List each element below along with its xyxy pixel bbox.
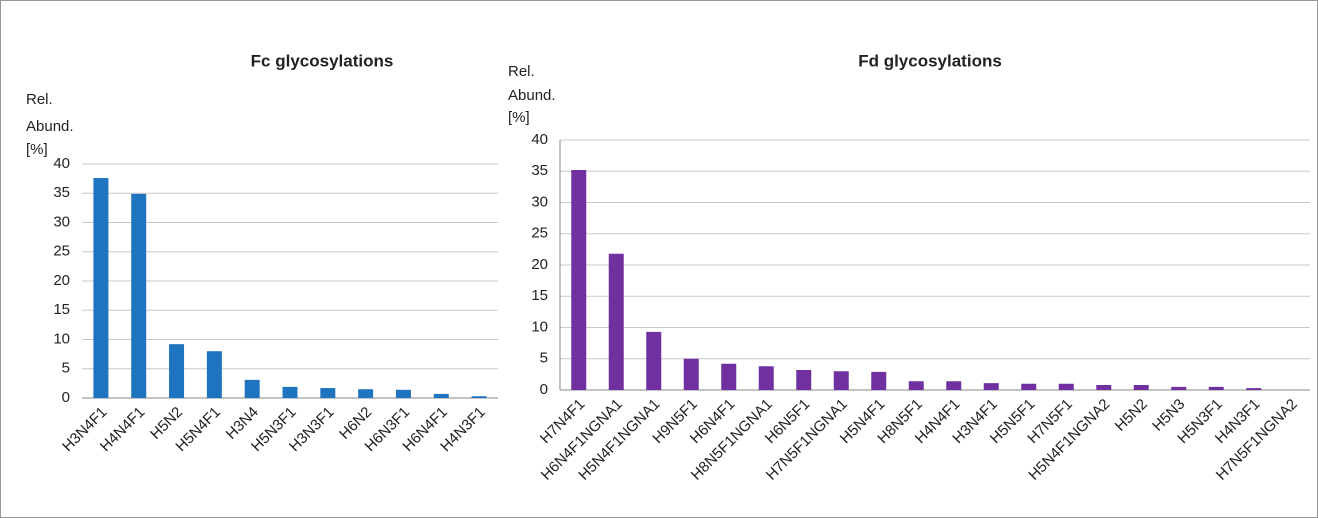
bar — [131, 194, 146, 398]
bar — [1134, 385, 1149, 390]
bar — [609, 254, 624, 390]
bar — [984, 383, 999, 390]
y-axis-label: Rel. — [508, 63, 535, 80]
bar — [684, 359, 699, 390]
y-tick-label: 20 — [531, 256, 548, 273]
y-tick-label: 20 — [53, 272, 70, 289]
chart-title: Fc glycosylations — [251, 51, 394, 70]
y-tick-label: 0 — [540, 381, 548, 398]
y-tick-label: 10 — [531, 318, 548, 335]
bar — [834, 371, 849, 390]
bar — [909, 381, 924, 390]
y-tick-label: 0 — [62, 389, 70, 406]
bar — [1246, 388, 1261, 390]
bar — [1171, 387, 1186, 390]
bar — [1209, 387, 1224, 390]
bar — [721, 364, 736, 390]
bar — [93, 178, 108, 398]
y-axis-label: [%] — [508, 109, 530, 126]
bar — [759, 366, 774, 390]
y-tick-label: 5 — [62, 360, 70, 377]
bar — [396, 390, 411, 398]
y-axis-label: Rel. — [26, 91, 53, 108]
bar — [169, 344, 184, 398]
y-tick-label: 10 — [53, 330, 70, 347]
y-tick-label: 40 — [53, 155, 70, 172]
y-tick-label: 30 — [53, 213, 70, 230]
bar — [245, 380, 260, 398]
bar — [646, 332, 661, 390]
y-tick-label: 25 — [531, 225, 548, 242]
y-tick-label: 35 — [531, 162, 548, 179]
y-tick-label: 35 — [53, 184, 70, 201]
y-axis-label: Abund. — [508, 87, 556, 104]
y-axis-label: Abund. — [26, 118, 74, 135]
y-tick-label: 5 — [540, 350, 548, 367]
y-tick-label: 15 — [531, 287, 548, 304]
y-tick-label: 25 — [53, 243, 70, 260]
bar — [207, 351, 222, 398]
bar — [571, 170, 586, 390]
bar — [871, 372, 886, 390]
chart-title: Fd glycosylations — [858, 51, 1002, 70]
bar — [434, 394, 449, 398]
bar — [796, 370, 811, 390]
bar — [320, 388, 335, 398]
y-axis-label: [%] — [26, 141, 48, 158]
bar — [1059, 384, 1074, 390]
bar — [1021, 384, 1036, 390]
y-tick-label: 40 — [531, 131, 548, 148]
y-tick-label: 15 — [53, 301, 70, 318]
bar — [358, 389, 373, 398]
bar — [283, 387, 298, 398]
bar — [1096, 385, 1111, 390]
figure: Fc glycosylations Rel. Abund. [%] 0 5 10 15 20 25… — [0, 0, 1318, 518]
bar — [946, 381, 961, 390]
bar — [472, 396, 487, 398]
y-tick-label: 30 — [531, 193, 548, 210]
